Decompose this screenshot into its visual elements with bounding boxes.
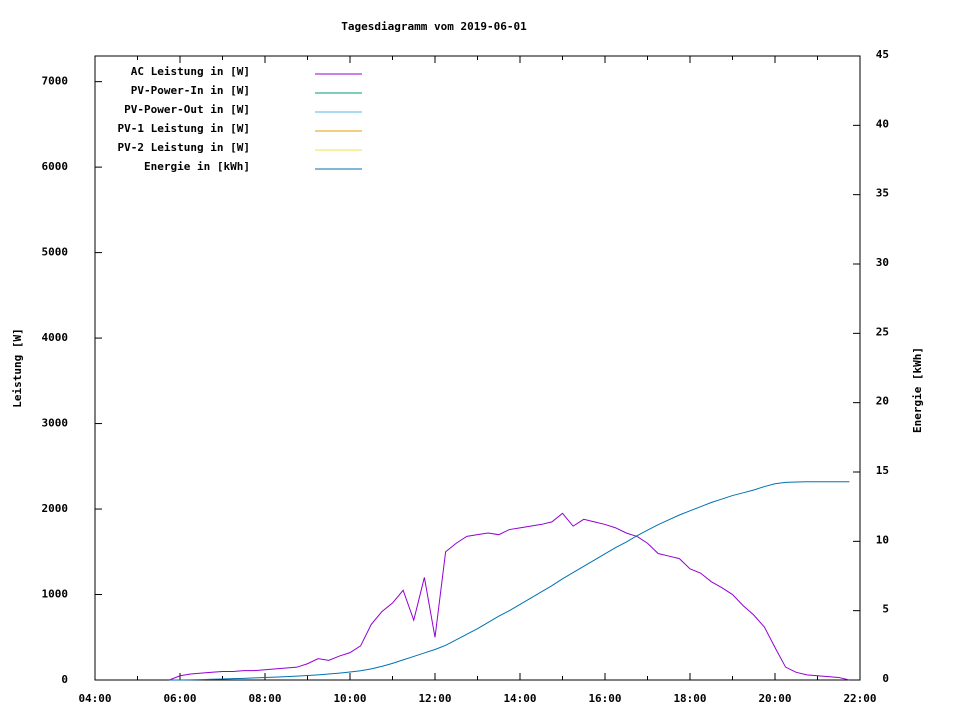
chart-title: Tagesdiagramm vom 2019-06-01 (341, 20, 527, 33)
series-line (169, 512, 850, 681)
x-tick-label: 16:00 (588, 692, 621, 705)
y-tick-label: 7000 (42, 75, 69, 88)
y-tick-label: 1000 (42, 588, 69, 601)
x-tick-label: 04:00 (78, 692, 111, 705)
y2-tick-label: 45 (876, 48, 889, 61)
y-tick-label: 6000 (42, 160, 69, 173)
series-line (169, 481, 850, 681)
y-axis-label: Leistung [W] (11, 328, 24, 407)
legend-label: Energie in [kWh] (144, 160, 250, 173)
y2-tick-label: 10 (876, 533, 889, 546)
legend-label: PV-1 Leistung in [W] (118, 122, 250, 135)
y2-axis-label: Energie [kWh] (911, 347, 924, 433)
y2-tick-label: 25 (876, 325, 889, 338)
x-tick-label: 22:00 (843, 692, 876, 705)
legend-label: PV-2 Leistung in [W] (118, 141, 250, 154)
y-tick-label: 0 (61, 673, 68, 686)
legend-label: AC Leistung in [W] (131, 65, 250, 78)
legend-label: PV-Power-Out in [W] (124, 103, 250, 116)
y2-tick-label: 0 (882, 672, 889, 685)
y2-tick-label: 15 (876, 464, 889, 477)
legend-label: PV-Power-In in [W] (131, 84, 250, 97)
y-tick-label: 4000 (42, 331, 69, 344)
x-tick-label: 06:00 (163, 692, 196, 705)
x-tick-label: 12:00 (418, 692, 451, 705)
y-tick-label: 5000 (42, 246, 69, 259)
y2-tick-label: 40 (876, 117, 889, 130)
x-tick-label: 08:00 (248, 692, 281, 705)
x-tick-label: 14:00 (503, 692, 536, 705)
y2-tick-label: 20 (876, 395, 889, 408)
y-tick-label: 2000 (42, 502, 69, 515)
y-tick-label: 3000 (42, 417, 69, 430)
y2-tick-label: 5 (882, 603, 889, 616)
y2-tick-label: 35 (876, 187, 889, 200)
y2-tick-label: 30 (876, 256, 889, 269)
x-tick-label: 10:00 (333, 692, 366, 705)
x-tick-label: 20:00 (758, 692, 791, 705)
x-tick-label: 18:00 (673, 692, 706, 705)
